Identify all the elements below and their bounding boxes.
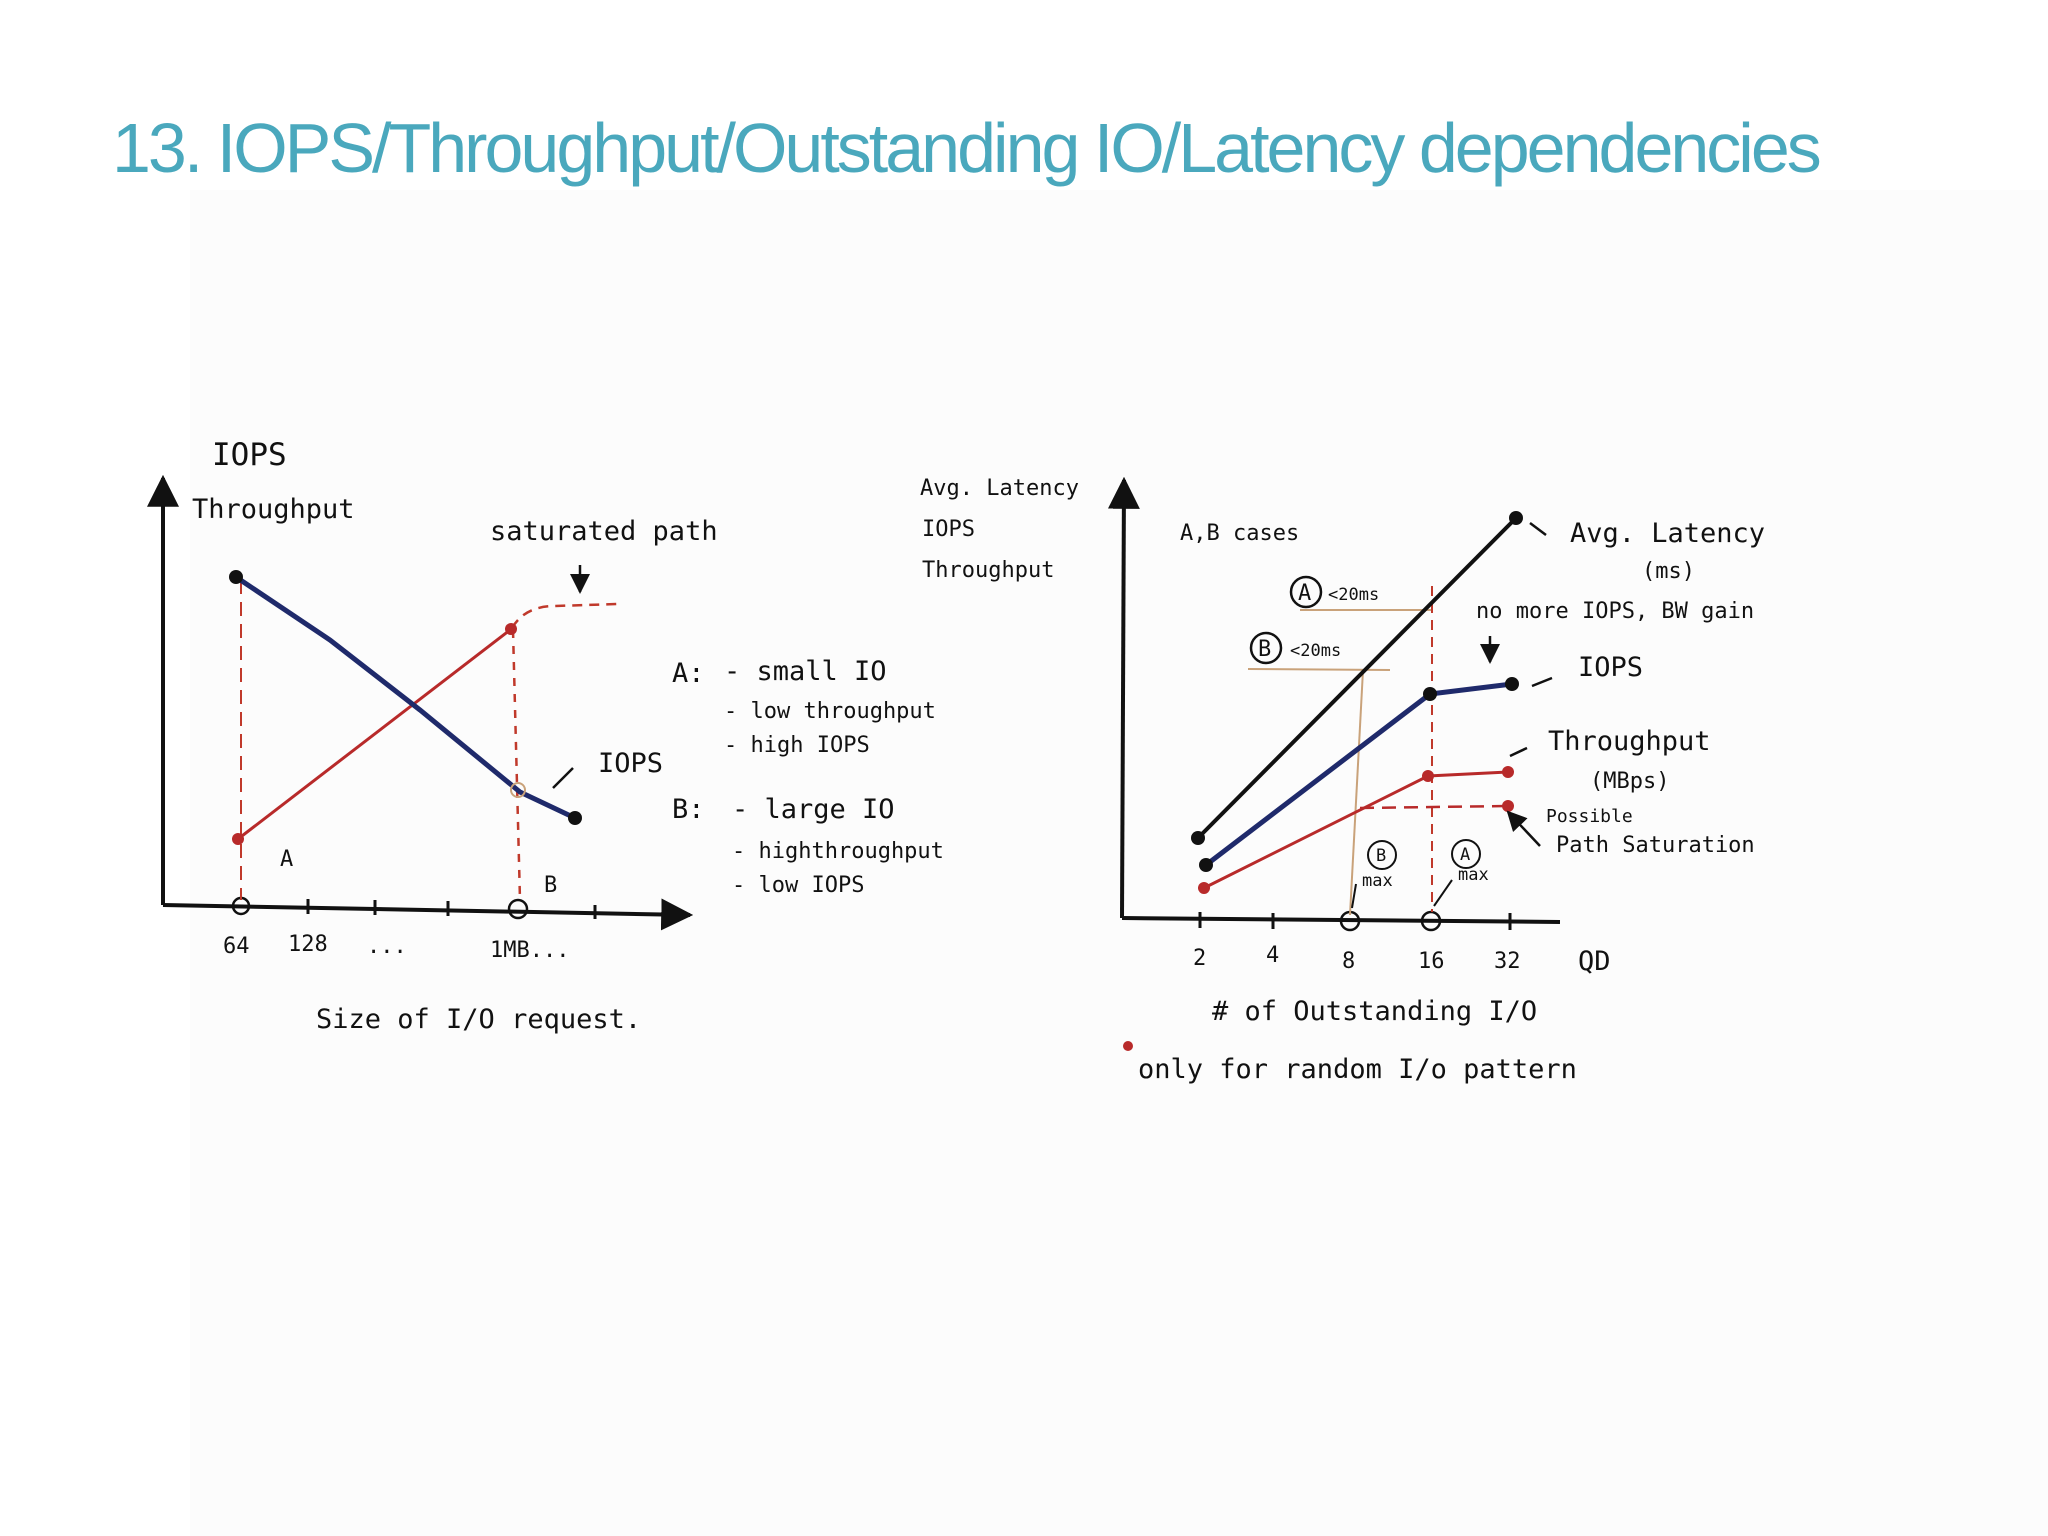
right-avg-latency-label: Avg. Latency bbox=[1570, 518, 1765, 549]
slide-title: 13. IOPS/Throughput/Outstanding IO/Laten… bbox=[112, 109, 1822, 187]
left-saturated-label: saturated path bbox=[490, 516, 718, 547]
right-b-max-marker: B bbox=[1376, 846, 1386, 866]
sketch-panel bbox=[190, 190, 2048, 1536]
right-a-max-label: max bbox=[1458, 865, 1489, 885]
left-x-tick-64: 64 bbox=[223, 934, 250, 959]
left-iops-pointer bbox=[552, 767, 574, 789]
right-sketch: A B B A Avg. Latency IOPS Throughput A,B… bbox=[920, 476, 1765, 1085]
left-saturated-path bbox=[510, 602, 619, 629]
right-latency-line bbox=[1196, 516, 1518, 840]
left-x-axis-label: Size of I/O request. bbox=[316, 1004, 641, 1035]
left-iops-line bbox=[234, 574, 577, 821]
right-marker-a: A bbox=[1298, 581, 1311, 606]
note-a-line-3: - high IOPS bbox=[724, 733, 870, 758]
right-iops-pointer bbox=[1531, 676, 1553, 688]
right-x-axis-label: # of Outstanding I/O bbox=[1212, 996, 1537, 1027]
right-marker-a-circle bbox=[1289, 575, 1323, 609]
left-tick-1mb bbox=[507, 898, 529, 920]
left-throughput-line bbox=[237, 628, 511, 841]
right-y-axis bbox=[1107, 476, 1140, 919]
left-point-b-throughput bbox=[505, 623, 517, 635]
left-iops-curve-label: IOPS bbox=[598, 748, 663, 779]
left-point-b-cross bbox=[510, 782, 526, 798]
right-possible-label: Possible bbox=[1546, 806, 1633, 827]
note-a-head: A: bbox=[672, 658, 705, 689]
right-b-max-label: max bbox=[1362, 871, 1393, 891]
footnote-bullet bbox=[1123, 1041, 1133, 1051]
right-iops-start bbox=[1199, 858, 1213, 872]
right-footnote: only for random I/o pattern bbox=[1138, 1054, 1577, 1085]
right-x-tick-16: 16 bbox=[1418, 949, 1445, 974]
right-x-tick-8: 8 bbox=[1342, 949, 1355, 974]
right-possible-end bbox=[1502, 800, 1514, 812]
left-x-axis bbox=[162, 898, 694, 931]
right-iops-label: IOPS bbox=[1578, 652, 1643, 683]
right-b-max-circle bbox=[1367, 840, 1397, 870]
right-marker-b: B bbox=[1258, 637, 1271, 662]
note-a-line-1: - small IO bbox=[724, 656, 887, 687]
right-latency-pointer bbox=[1529, 522, 1547, 536]
right-latency-start bbox=[1191, 831, 1205, 845]
right-b-max-pointer bbox=[1351, 883, 1357, 909]
note-b-line-2: - highthroughput bbox=[732, 839, 944, 864]
left-point-b-label: B bbox=[544, 873, 557, 898]
right-a-max-marker: A bbox=[1460, 845, 1470, 865]
left-x-tick-1mb: 1MB... bbox=[490, 938, 569, 963]
right-tp-end bbox=[1502, 766, 1514, 778]
right-a-latency: <20ms bbox=[1328, 585, 1379, 605]
right-marker-b-circle bbox=[1249, 631, 1283, 665]
right-throughput-label: Throughput bbox=[1548, 726, 1711, 757]
note-b-head: B: bbox=[672, 794, 705, 825]
left-point-b-iops bbox=[568, 811, 582, 825]
right-iops-end bbox=[1505, 677, 1519, 691]
right-x-axis-end: QD bbox=[1578, 946, 1611, 977]
right-iops-knee bbox=[1423, 687, 1437, 701]
left-point-a-label: A bbox=[280, 847, 293, 872]
right-ab-cases: A,B cases bbox=[1180, 521, 1299, 546]
left-y-label-iops: IOPS bbox=[212, 437, 287, 473]
left-point-a-iops bbox=[229, 570, 243, 584]
note-a-line-2: - low throughput bbox=[724, 699, 936, 724]
note-b-line-1: - large IO bbox=[732, 794, 895, 825]
right-x-tick-32: 32 bbox=[1494, 949, 1521, 974]
right-y-label-throughput: Throughput bbox=[922, 558, 1054, 583]
left-y-label-throughput: Throughput bbox=[192, 494, 355, 525]
left-x-tick-dots: ... bbox=[367, 934, 407, 959]
right-a-max-pointer bbox=[1433, 879, 1453, 907]
note-b-line-3: - low IOPS bbox=[732, 873, 864, 898]
right-y-label-latency: Avg. Latency bbox=[920, 476, 1079, 501]
left-notes: A: - small IO - low throughput - high IO… bbox=[672, 656, 944, 898]
right-y-label-iops: IOPS bbox=[922, 517, 975, 542]
right-a-max-circle bbox=[1451, 839, 1481, 869]
right-path-saturation-label: Path Saturation bbox=[1556, 833, 1755, 858]
right-path-saturation-dash bbox=[1359, 804, 1509, 810]
right-tp-start bbox=[1198, 882, 1210, 894]
right-tp-pointer bbox=[1509, 746, 1528, 758]
left-point-a-throughput bbox=[232, 833, 244, 845]
right-no-more-label: no more IOPS, BW gain bbox=[1476, 599, 1754, 624]
right-guide-b-vertical bbox=[1349, 669, 1364, 916]
right-x-tick-2: 2 bbox=[1193, 946, 1206, 971]
right-guide-b-horizontal bbox=[1247, 668, 1391, 671]
left-sketch: IOPS Throughput saturated path IOPS A B … bbox=[147, 437, 944, 1035]
left-guide-b bbox=[511, 629, 522, 901]
left-x-tick-128: 128 bbox=[288, 932, 328, 957]
right-avg-latency-unit: (ms) bbox=[1642, 559, 1695, 584]
right-b-latency: <20ms bbox=[1290, 641, 1341, 661]
right-tp-knee bbox=[1422, 770, 1434, 782]
right-x-tick-4: 4 bbox=[1266, 943, 1279, 968]
right-saturation-pointer bbox=[1506, 810, 1541, 847]
right-throughput-unit: (MBps) bbox=[1590, 769, 1669, 794]
right-latency-end bbox=[1509, 511, 1523, 525]
